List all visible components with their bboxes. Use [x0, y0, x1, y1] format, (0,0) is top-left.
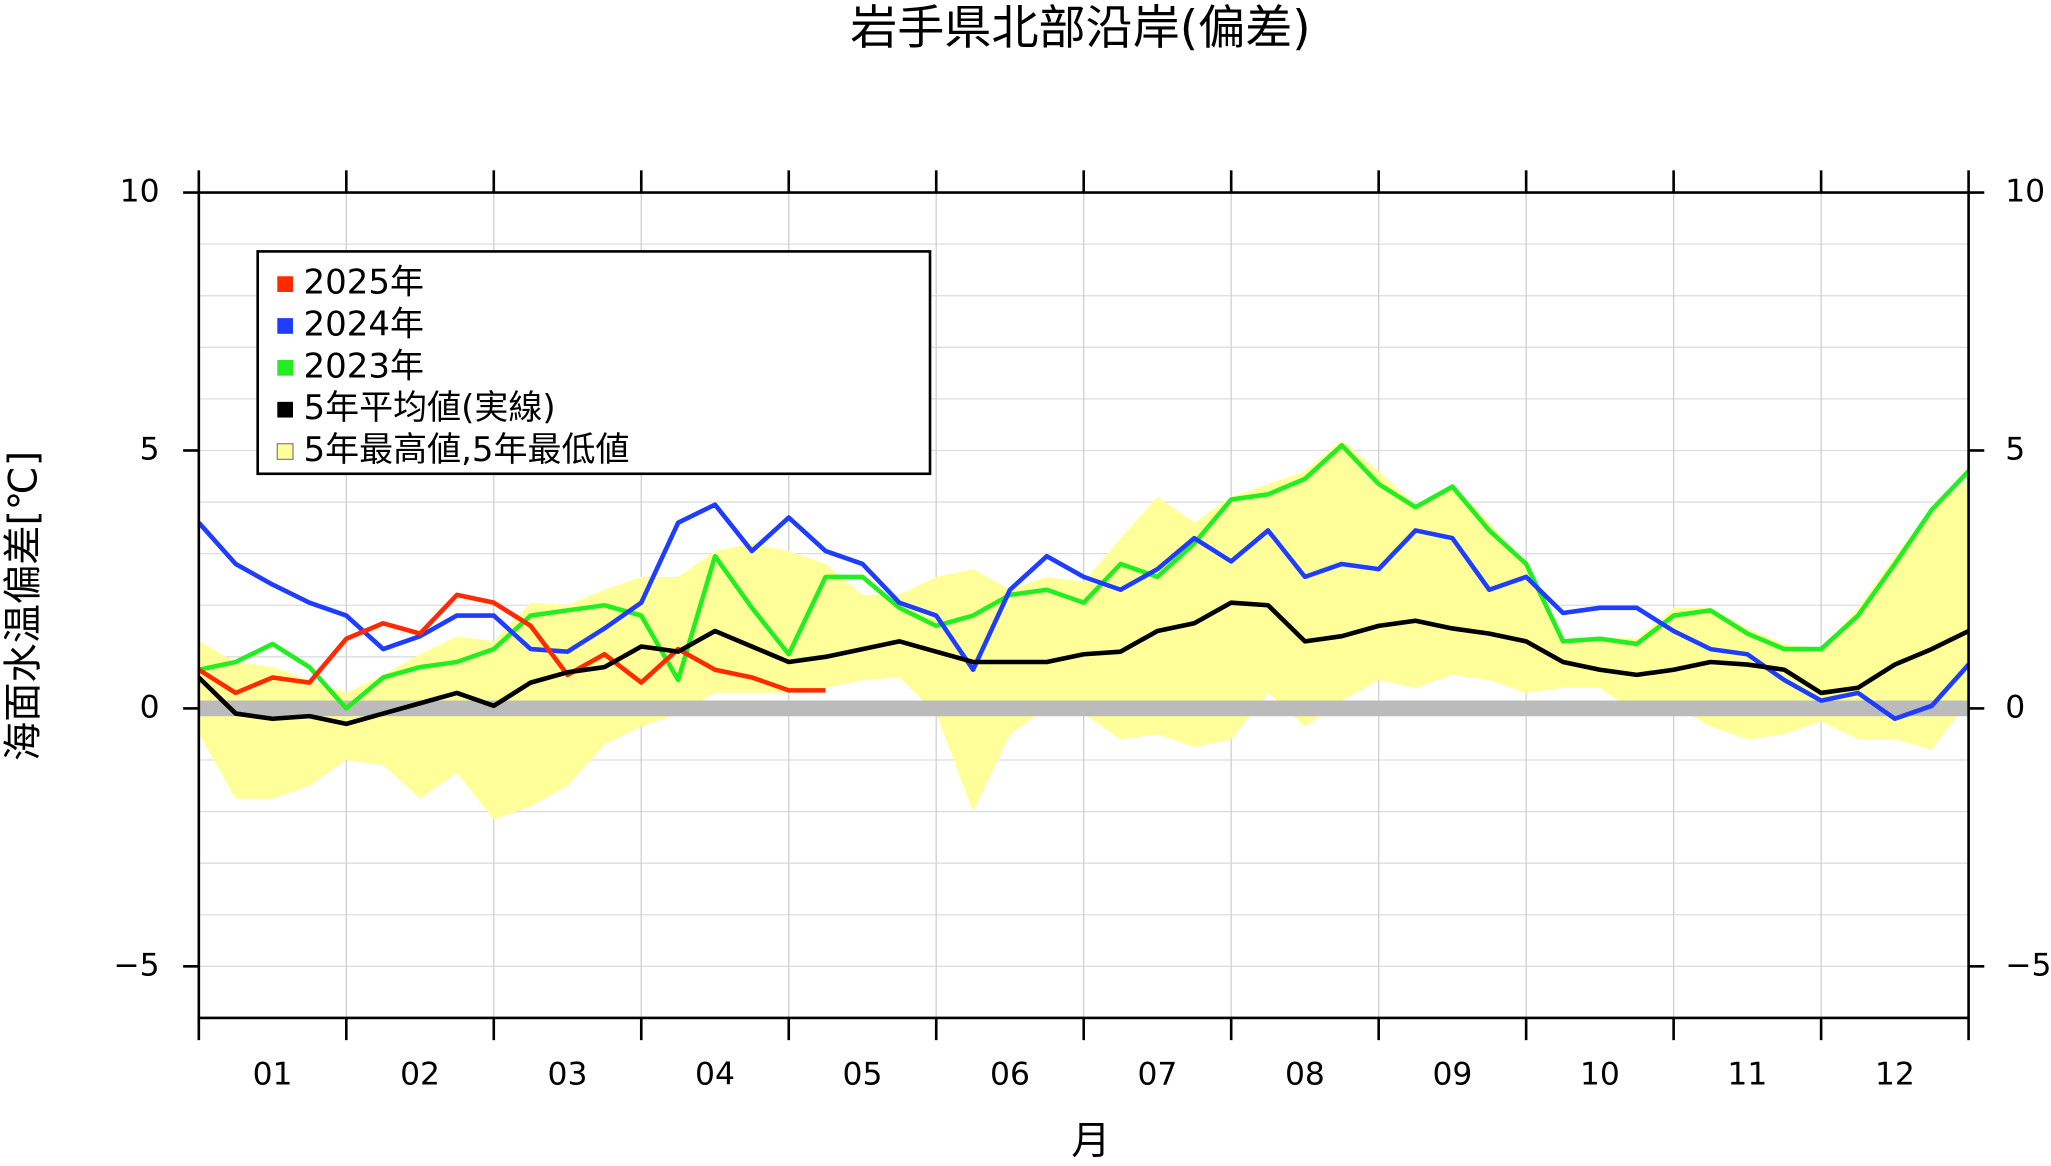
- x-tick-label: 03: [548, 1056, 588, 1092]
- series-line: [198, 443, 1971, 711]
- legend-swatch: [277, 318, 293, 334]
- legend-label: 5年平均値(実線): [303, 388, 555, 428]
- x-tick-label: 04: [695, 1056, 735, 1092]
- y-tick-label-right: −5: [2005, 947, 2051, 983]
- y-tick-label-right: 0: [2005, 689, 2025, 725]
- x-tick-label: 01: [253, 1056, 293, 1092]
- legend-label: 2025年: [303, 263, 424, 303]
- y-axis-label: 海面水温偏差[℃]: [2, 451, 47, 761]
- legend-swatch: [277, 359, 293, 376]
- legend-swatch: [277, 276, 293, 292]
- y-tick-label-right: 10: [2005, 174, 2045, 210]
- series-line: [197, 502, 1971, 722]
- y-tick-label-right: 5: [2005, 431, 2025, 467]
- x-tick-label: 05: [843, 1056, 883, 1092]
- legend-box: [256, 250, 932, 476]
- series-line: [197, 592, 826, 696]
- range-band: [198, 440, 1969, 820]
- x-tick-label: 09: [1432, 1056, 1472, 1092]
- x-tick-label: 07: [1137, 1056, 1177, 1092]
- x-tick-label: 11: [1727, 1056, 1767, 1092]
- x-tick-label: 12: [1875, 1056, 1915, 1092]
- y-tick-label: −5: [113, 947, 159, 983]
- plot-frame: [197, 191, 1970, 1020]
- legend-swatch: [277, 401, 293, 418]
- legend-label: 5年最高値,5年最低値: [303, 430, 629, 470]
- y-tick-label: 5: [140, 431, 160, 467]
- x-tick-label: 06: [990, 1056, 1030, 1092]
- y-tick-label: 0: [140, 689, 160, 725]
- legend-swatch: [276, 443, 294, 461]
- legend-label: 2023年: [303, 346, 424, 386]
- series-line: [197, 600, 1970, 727]
- legend-label: 2024年: [303, 304, 424, 344]
- x-tick-label: 10: [1580, 1056, 1620, 1092]
- x-axis-label: 月: [1071, 1119, 1110, 1164]
- chart-title: 岩手県北部沿岸(偏差): [850, 1, 1310, 56]
- y-tick-label: 10: [120, 174, 160, 210]
- x-tick-label: 08: [1285, 1056, 1325, 1092]
- x-tick-label: 02: [400, 1056, 440, 1092]
